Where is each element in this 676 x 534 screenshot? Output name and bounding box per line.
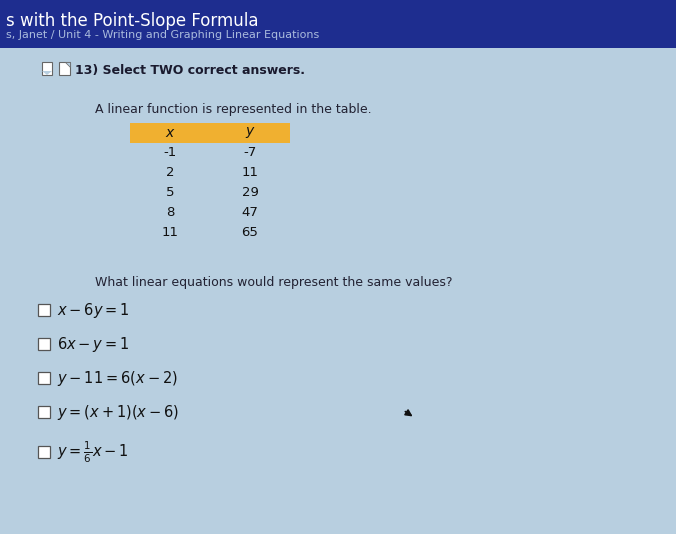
Bar [59,62,70,75]
Text: 2: 2 [166,167,174,179]
Text: 65: 65 [241,226,258,240]
Bar [38,338,50,350]
Bar [38,304,50,316]
Text: -1: -1 [164,146,176,160]
Text: $y - 11 = 6(x - 2)$: $y - 11 = 6(x - 2)$ [57,368,178,388]
Bar [130,123,290,143]
Polygon shape [42,71,52,75]
Bar [38,446,50,458]
Text: 8: 8 [166,207,174,219]
Text: $y = (x + 1)(x - 6)$: $y = (x + 1)(x - 6)$ [57,403,179,421]
Text: s with the Point-Slope Formula: s with the Point-Slope Formula [6,12,258,30]
Text: $y = \frac{1}{6}x - 1$: $y = \frac{1}{6}x - 1$ [57,439,129,465]
Text: 29: 29 [241,186,258,200]
Bar [38,372,50,384]
Text: 13) Select TWO correct answers.: 13) Select TWO correct answers. [75,64,305,77]
Text: $x - 6y = 1$: $x - 6y = 1$ [57,301,130,319]
Text: s, Janet / Unit 4 - Writing and Graphing Linear Equations: s, Janet / Unit 4 - Writing and Graphing… [6,30,319,40]
Text: 47: 47 [241,207,258,219]
Bar [42,62,52,75]
Text: A linear function is represented in the table.: A linear function is represented in the … [95,103,372,116]
Text: $x$: $x$ [165,126,175,140]
Text: 11: 11 [241,167,258,179]
Text: $y$: $y$ [245,125,256,140]
Polygon shape [65,62,70,67]
Bar [0,0,676,48]
Text: 5: 5 [166,186,174,200]
Bar [38,406,50,418]
Text: $6x - y = 1$: $6x - y = 1$ [57,334,129,354]
Text: -7: -7 [243,146,257,160]
Text: What linear equations would represent the same values?: What linear equations would represent th… [95,276,452,289]
Text: 11: 11 [162,226,178,240]
